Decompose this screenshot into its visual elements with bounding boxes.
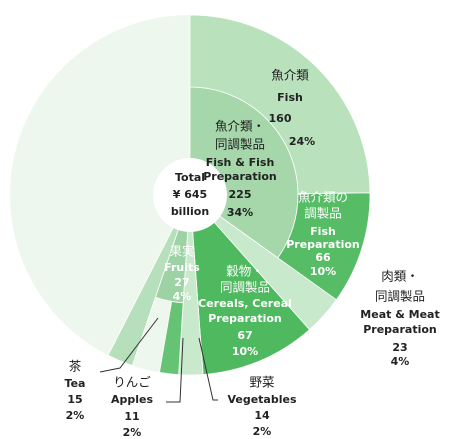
label-en: Apples: [111, 393, 153, 406]
center-label: billion: [171, 205, 209, 218]
label-en: Preparation: [286, 238, 360, 251]
label-ja: 魚介類: [271, 68, 309, 83]
share-label: 4%: [391, 355, 410, 368]
slice: [189, 193, 311, 375]
share-label: 2%: [253, 425, 272, 438]
label-ja: 調製品: [304, 206, 342, 221]
label-en: Meat & Meat: [360, 308, 439, 321]
label-en: Preparation: [208, 312, 282, 325]
value-label: 160: [269, 112, 292, 125]
share-label: 10%: [310, 265, 336, 278]
value-label: 27: [174, 276, 189, 289]
label-en: Cereals, Cereal: [198, 297, 292, 310]
leader-line: [198, 337, 218, 401]
label-ja: 肉類・: [381, 269, 419, 284]
leader-line: [99, 317, 159, 373]
label-ja: 穀物・: [226, 264, 264, 279]
label-ja: 同調製品: [220, 280, 270, 295]
slices: [107, 14, 371, 376]
label-ja: 果実: [169, 244, 194, 259]
label-en: Fish: [277, 91, 303, 104]
share-label: 24%: [289, 135, 315, 148]
share-label: 2%: [123, 426, 142, 439]
value-label: 15: [67, 393, 82, 406]
center-label: ¥ 645: [173, 188, 207, 201]
center-label: Total: [175, 171, 205, 184]
label-ja: 同調製品: [375, 289, 425, 304]
label-en: Fish & Fish: [206, 156, 275, 169]
label-en: Preparation: [363, 323, 437, 336]
slice: [159, 300, 184, 376]
label-ja: 茶: [69, 359, 82, 374]
value-label: 225: [229, 188, 252, 201]
label-en: Fruits: [164, 261, 200, 274]
leader-lines: [99, 317, 218, 403]
label-en: Tea: [65, 377, 86, 390]
label-ja: 同調製品: [215, 137, 265, 152]
leader-line: [166, 337, 184, 403]
share-label: 10%: [232, 345, 258, 358]
value-label: 23: [392, 341, 407, 354]
value-label: 66: [315, 251, 331, 264]
label-ja: 野菜: [249, 375, 275, 390]
value-label: 67: [237, 329, 252, 342]
center-circle: [153, 158, 227, 232]
slice: [189, 14, 371, 195]
label-ja: りんご: [113, 375, 151, 390]
label-ja: 魚介類・: [215, 119, 265, 134]
value-label: 14: [254, 409, 270, 422]
label-ja: 魚介類の: [298, 190, 348, 205]
label-en: Preparation: [203, 170, 277, 183]
label-en: Vegetables: [227, 393, 296, 406]
slice: [107, 194, 191, 367]
label-en: Fish: [310, 225, 336, 238]
share-label: 2%: [66, 409, 85, 422]
value-label: 11: [124, 410, 139, 423]
share-label: 4%: [173, 290, 192, 303]
share-label: 34%: [227, 206, 253, 219]
